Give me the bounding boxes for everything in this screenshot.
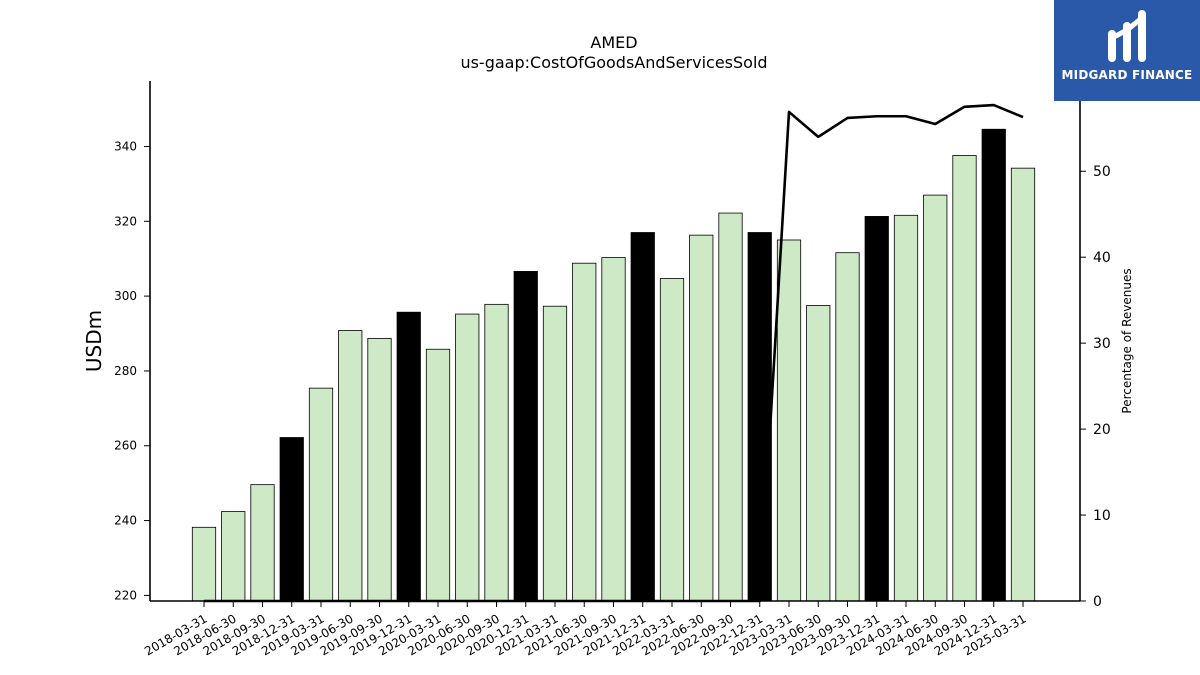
logo-mark-icon xyxy=(1108,10,1146,62)
bar xyxy=(689,234,714,602)
bar xyxy=(923,194,948,602)
bar xyxy=(893,214,919,602)
y-tick-label: 320 xyxy=(114,214,137,228)
y2-tick-label: 50 xyxy=(1093,164,1111,180)
y2-tick-label: 20 xyxy=(1093,422,1111,438)
bar xyxy=(1010,167,1036,602)
bar xyxy=(952,155,977,602)
bar xyxy=(572,262,597,602)
bar xyxy=(250,484,275,602)
y2-axis-label: Percentage of Revenues xyxy=(1120,268,1134,413)
y2-tick-label: 0 xyxy=(1093,594,1102,610)
bar xyxy=(338,330,363,602)
bar xyxy=(367,337,392,602)
y2-tick-label: 10 xyxy=(1093,508,1111,524)
bar xyxy=(806,305,831,602)
y-tick-label: 260 xyxy=(114,439,137,453)
bar xyxy=(718,212,743,602)
bar xyxy=(425,348,451,602)
bar xyxy=(776,239,802,602)
bar xyxy=(513,271,538,602)
bars-group xyxy=(191,128,1036,602)
y-tick-label: 220 xyxy=(114,588,137,602)
logo-text: MIDGARD FINANCE xyxy=(1061,68,1193,82)
y-tick-label: 300 xyxy=(114,289,137,303)
y-tick-label: 240 xyxy=(114,514,137,528)
bar xyxy=(601,257,626,602)
bar xyxy=(542,305,568,602)
bar xyxy=(396,311,421,602)
chart-subtitle: us-gaap:CostOfGoodsAndServicesSold xyxy=(460,53,767,72)
y-tick-label: 280 xyxy=(114,364,137,378)
bar xyxy=(191,526,217,602)
bar xyxy=(455,313,480,602)
bar xyxy=(659,278,685,602)
bar xyxy=(981,128,1006,602)
y2-tick-label: 30 xyxy=(1093,336,1111,352)
bar xyxy=(484,303,509,602)
logo: MIDGARD FINANCE xyxy=(1054,0,1200,101)
bar xyxy=(221,511,246,602)
y2-tick-label: 40 xyxy=(1093,250,1111,266)
bar xyxy=(835,252,860,602)
bar xyxy=(308,387,334,602)
bar xyxy=(864,216,889,602)
y-axis-label: USDm xyxy=(82,310,106,372)
bar xyxy=(279,437,304,602)
bar xyxy=(630,232,655,602)
chart-title: AMED xyxy=(590,33,637,52)
bar xyxy=(747,232,772,602)
y-tick-label: 340 xyxy=(114,139,137,153)
